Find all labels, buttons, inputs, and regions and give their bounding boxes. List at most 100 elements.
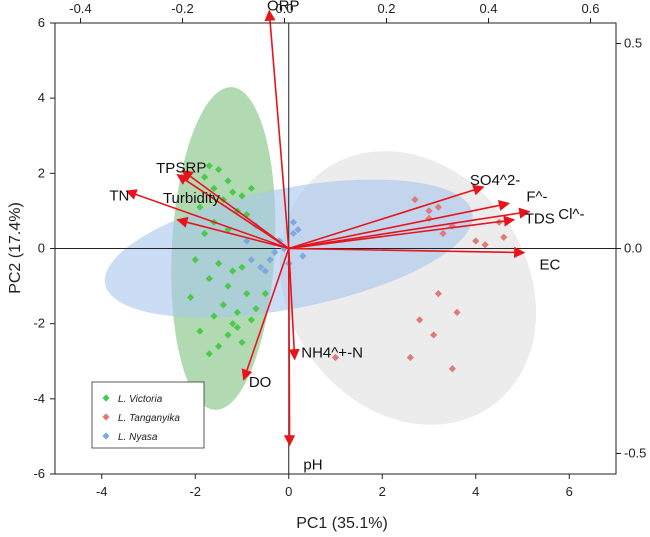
loading-vector-1 bbox=[264, 9, 290, 249]
loading-vector-9 bbox=[288, 215, 516, 250]
x-tick-label-4: 2 bbox=[379, 484, 386, 499]
legend-marker-3 bbox=[102, 432, 110, 440]
data-point-s2-12 bbox=[453, 308, 461, 316]
top-tick-label-1: -0.4 bbox=[69, 1, 91, 16]
data-point-s1-24 bbox=[219, 301, 227, 309]
loading-label-7: F^- bbox=[526, 189, 547, 206]
loading-vector-6 bbox=[288, 184, 485, 250]
legend-marker-2 bbox=[102, 413, 110, 421]
y-tick-label-2: -4 bbox=[33, 391, 45, 406]
data-point-s1-34 bbox=[233, 323, 241, 332]
data-point-s3-1 bbox=[247, 256, 255, 264]
loading-vector-10 bbox=[288, 246, 526, 259]
data-point-s2-10 bbox=[434, 290, 442, 298]
loading-vector-3 bbox=[181, 169, 290, 250]
loading-label-12: DO bbox=[249, 374, 272, 391]
x-tick-label-5: 4 bbox=[472, 484, 479, 499]
legend-label-3: L. Nyasa bbox=[118, 432, 158, 443]
loading-label-1: ORP bbox=[267, 0, 300, 15]
data-point-s1-9 bbox=[247, 184, 255, 192]
data-point-s1-30 bbox=[224, 331, 232, 339]
data-point-s2-6 bbox=[472, 237, 480, 245]
confidence-ellipses bbox=[104, 87, 537, 425]
data-point-s1-28 bbox=[247, 316, 255, 324]
y-tick-label-7: 6 bbox=[38, 15, 45, 30]
top-tick-label-5: 0.4 bbox=[479, 1, 497, 16]
data-point-s1-36 bbox=[261, 290, 269, 298]
data-point-s1-23 bbox=[186, 293, 195, 301]
data-point-s2-15 bbox=[448, 365, 456, 373]
score-points bbox=[186, 162, 508, 373]
top-tick-label-3: 0.0 bbox=[275, 1, 293, 16]
loading-label-9: TDS bbox=[525, 211, 555, 228]
data-point-s1-31 bbox=[238, 338, 246, 347]
data-point-s3-3 bbox=[266, 256, 274, 264]
legend: L. Victoria L. Tanganyika L. Nyasa bbox=[91, 381, 205, 449]
y-tick-label-5: 2 bbox=[38, 165, 45, 180]
data-point-s1-7 bbox=[238, 192, 246, 200]
data-point-s1-27 bbox=[229, 320, 237, 328]
data-point-s1-22 bbox=[243, 290, 251, 298]
loading-label-3: SRP bbox=[175, 159, 206, 176]
y-tick-label-4: 0 bbox=[38, 241, 45, 256]
legend-box bbox=[91, 381, 205, 449]
right-tick-label-1: 0.5 bbox=[624, 36, 642, 51]
x-tick-label-2: -2 bbox=[189, 484, 201, 499]
data-point-s2-5 bbox=[439, 229, 447, 238]
loading-vector-13 bbox=[283, 248, 296, 447]
data-point-s1-33 bbox=[205, 350, 213, 358]
data-point-s3-12 bbox=[299, 252, 307, 260]
data-point-s1-4 bbox=[224, 177, 232, 185]
loading-label-8: Cl^- bbox=[558, 206, 584, 223]
legend-label-1: L. Victoria bbox=[118, 394, 163, 405]
data-point-s3-14 bbox=[243, 237, 251, 245]
data-point-s2-11 bbox=[416, 316, 424, 324]
data-point-s1-17 bbox=[215, 259, 223, 268]
top-tick-label-2: -0.2 bbox=[171, 1, 193, 16]
loading-vector-5 bbox=[176, 216, 289, 250]
x-tick-label-1: -4 bbox=[96, 484, 108, 499]
data-point-s3-2 bbox=[257, 263, 265, 271]
data-point-s3-9 bbox=[294, 226, 302, 234]
legend-marker-1 bbox=[102, 394, 110, 402]
data-point-s1-26 bbox=[210, 312, 218, 320]
x-tick-label-6: 6 bbox=[566, 484, 573, 499]
data-point-s1-29 bbox=[196, 327, 204, 335]
data-point-s1-6 bbox=[229, 188, 237, 196]
loading-vectors: ORP TP SRP TN Turbidity SO4^2- F^- Cl^-TDS EC NH4… bbox=[109, 0, 584, 474]
legend-label-2: L. Tanganyika bbox=[118, 413, 180, 424]
data-point-s3-7 bbox=[271, 248, 279, 256]
data-point-s1-19 bbox=[238, 263, 246, 271]
data-point-s2-14 bbox=[406, 353, 414, 362]
x-tick-label-3: 0 bbox=[285, 484, 292, 499]
loading-label-4: TN bbox=[109, 187, 129, 204]
data-point-s1-35 bbox=[252, 305, 260, 313]
data-point-s2-16 bbox=[331, 353, 340, 362]
right-tick-label-2: 0.0 bbox=[624, 241, 642, 256]
loading-label-6: SO4^2- bbox=[470, 172, 520, 189]
data-point-s3-6 bbox=[261, 267, 269, 275]
data-point-s2-13 bbox=[430, 331, 438, 339]
data-point-s1-20 bbox=[205, 274, 213, 283]
top-tick-label-6: 0.6 bbox=[581, 1, 599, 16]
loading-vector-11 bbox=[287, 248, 300, 361]
loading-label-11: NH4^+-N bbox=[301, 344, 363, 361]
loading-vector-8 bbox=[288, 207, 531, 250]
data-point-s1-21 bbox=[224, 282, 232, 290]
data-point-s3-13 bbox=[289, 218, 298, 226]
data-point-s1-5 bbox=[210, 184, 218, 192]
y-axis-title: PC2 (17.4%) bbox=[7, 202, 24, 294]
data-point-s1-3 bbox=[201, 173, 209, 181]
y-tick-label-6: 4 bbox=[38, 90, 45, 105]
top-tick-label-4: 0.2 bbox=[377, 1, 395, 16]
loading-vector-7 bbox=[288, 199, 510, 250]
x-axis-title: PC1 (35.1%) bbox=[296, 515, 388, 532]
data-point-s1-15 bbox=[201, 229, 209, 238]
data-point-s2-9 bbox=[500, 233, 508, 241]
data-point-s1-25 bbox=[233, 308, 241, 316]
data-point-s1-2 bbox=[215, 165, 223, 174]
data-point-s2-3 bbox=[411, 196, 419, 204]
data-point-s2-1 bbox=[425, 207, 433, 215]
right-tick-label-3: -0.5 bbox=[624, 446, 646, 461]
